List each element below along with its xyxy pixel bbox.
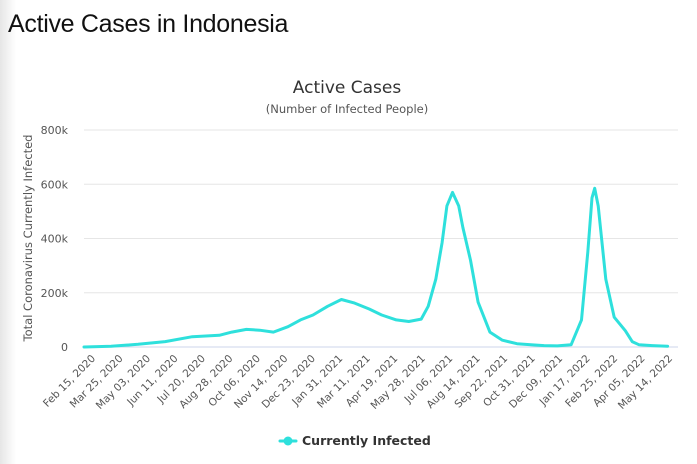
y-tick-label: 800k	[41, 124, 69, 137]
y-tick-label: 400k	[41, 233, 69, 246]
page-title: Active Cases in Indonesia	[8, 10, 289, 38]
y-tick-label: 0	[61, 341, 68, 354]
series-group	[82, 186, 670, 349]
chart-title: Active Cases	[293, 78, 402, 98]
legend[interactable]: Currently Infected	[278, 433, 431, 448]
legend-marker-icon	[283, 436, 293, 446]
chart-subtitle: (Number of Infected People)	[266, 102, 428, 116]
page-edge-shadow	[0, 0, 16, 464]
y-tick-label: 600k	[41, 178, 69, 191]
y-tick-label: 200k	[41, 287, 69, 300]
y-axis-ticks: 0 200k 400k 600k 800k	[41, 124, 69, 354]
grid-lines	[84, 129, 678, 348]
series-line-currently-infected	[82, 186, 670, 349]
y-axis-label: Total Coronavirus Currently Infected	[21, 135, 35, 343]
legend-item-label[interactable]: Currently Infected	[302, 433, 431, 448]
